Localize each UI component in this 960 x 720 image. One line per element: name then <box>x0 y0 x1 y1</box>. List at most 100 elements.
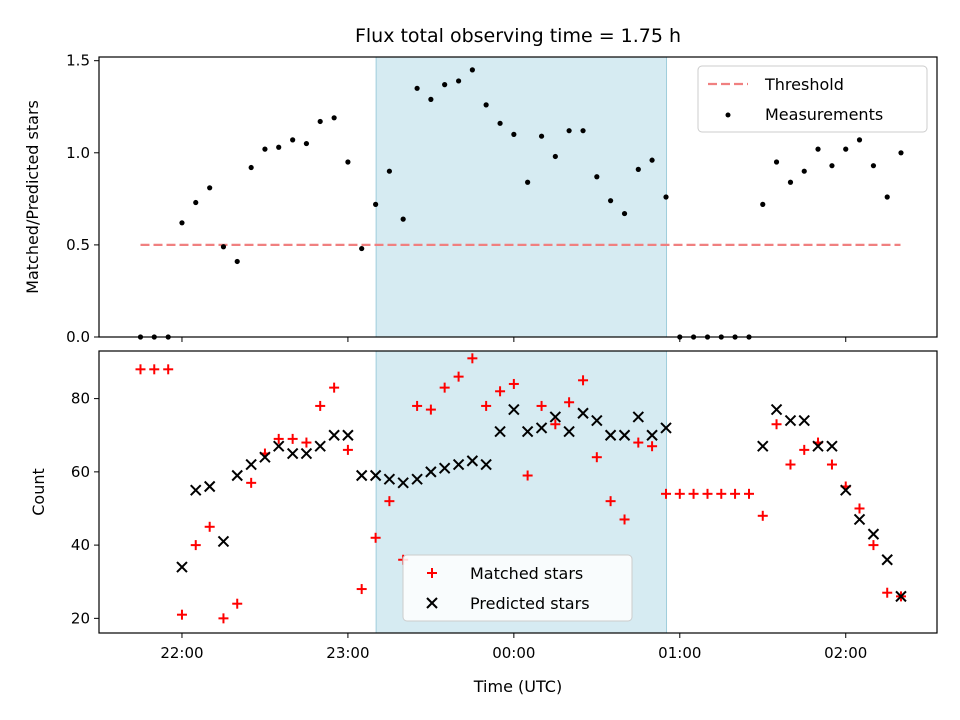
matched-star-point <box>315 400 326 411</box>
count-y-tick-label: 60 <box>71 463 90 481</box>
matched-star-point <box>149 364 160 375</box>
measurement-point <box>400 216 406 222</box>
predicted-star-point <box>757 440 769 452</box>
matched-star-point <box>246 477 257 488</box>
predicted-star-point <box>273 440 285 452</box>
count-y-tick-label: 80 <box>71 390 90 408</box>
ratio-legend-box <box>697 65 928 133</box>
predicted-star-point <box>355 469 368 482</box>
matched-star-point <box>218 613 229 624</box>
measurement-point <box>649 157 655 163</box>
matched-star-point <box>467 353 478 364</box>
predicted-star-point <box>632 411 645 423</box>
measurement-point <box>580 128 586 134</box>
predicted-star-point <box>231 469 243 482</box>
count-y-axis-label: Count <box>29 468 48 516</box>
predicted-star-point <box>203 480 216 493</box>
measurement-point <box>552 153 558 160</box>
count-points <box>135 353 907 624</box>
measurement-point <box>207 185 213 191</box>
matched-star-point <box>578 375 589 386</box>
count-y-tick-label: 20 <box>71 609 90 627</box>
matched-star-point <box>329 382 340 393</box>
measurement-point <box>373 201 379 207</box>
matched-star-point <box>868 540 879 551</box>
predicted-star-point <box>259 451 271 463</box>
predicted-star-point <box>286 447 299 460</box>
ratio-y-axis-label: Matched/Predicted stars <box>23 100 42 294</box>
measurement-point <box>455 78 462 84</box>
matched-star-point <box>785 459 796 470</box>
predicted-star-point <box>660 422 672 434</box>
matched-star-point <box>287 433 298 444</box>
matched-star-point <box>176 609 187 620</box>
matched-star-point <box>481 400 492 411</box>
predicted-star-point <box>425 466 437 478</box>
predicted-legend-swatch <box>426 597 438 609</box>
measurement-point <box>663 194 669 200</box>
ratio-y-axis: 0.0 0.5 1.0 1.5 <box>66 52 99 346</box>
matched-star-point <box>605 496 616 507</box>
time-x-axis-label: Time (UTC) <box>473 677 562 696</box>
observing-window-shade <box>375 56 668 338</box>
matched-star-point <box>536 400 547 411</box>
measurement-point <box>248 164 254 171</box>
matched-star-point <box>204 521 215 532</box>
count-panel: 20 40 60 80 22:00 23:00 00:00 01:00 02:00 Count… <box>29 350 938 696</box>
measurement-point <box>870 163 877 169</box>
measurement-point <box>511 131 517 137</box>
matched-star-point <box>771 419 782 430</box>
predicted-legend-label: Predicted stars <box>470 594 590 613</box>
measurements-legend-label: Measurements <box>765 105 883 124</box>
predicted-star-point <box>895 590 907 603</box>
count-plot-frame <box>98 350 938 634</box>
measurement-point <box>773 159 780 165</box>
measurement-point <box>525 179 531 185</box>
ratio-legend: Threshold Measurements <box>697 65 928 133</box>
ratio-plot-frame <box>98 56 938 338</box>
predicted-star-point <box>411 473 423 485</box>
matched-star-point <box>730 488 741 499</box>
measurement-point <box>538 133 545 139</box>
measurement-point <box>815 146 821 152</box>
matched-star-point <box>508 378 519 389</box>
predicted-star-point <box>563 425 575 438</box>
measurement-point <box>262 146 268 152</box>
matched-star-point <box>342 444 353 455</box>
measurement-point <box>635 166 641 172</box>
matched-star-point <box>619 514 630 525</box>
predicted-star-point <box>784 414 797 427</box>
predicted-star-point <box>798 414 810 427</box>
predicted-star-point <box>245 458 257 471</box>
matched-star-point <box>370 532 381 543</box>
measurement-point <box>359 245 365 252</box>
predicted-star-point <box>521 425 534 438</box>
measurement-point <box>290 137 296 143</box>
matched-star-point <box>661 488 672 499</box>
predicted-star-point <box>840 484 852 496</box>
matched-star-point <box>799 444 810 455</box>
measurement-point <box>898 150 904 156</box>
matched-star-point <box>757 510 768 521</box>
matched-legend-swatch <box>427 568 437 578</box>
predicted-star-point <box>452 458 465 471</box>
measurement-point <box>621 210 628 217</box>
predicted-star-point <box>217 535 230 548</box>
measurement-point <box>442 82 448 88</box>
time-x-axis: 22:00 23:00 00:00 01:00 02:00 <box>160 633 867 662</box>
matched-legend-label: Matched stars <box>470 564 583 583</box>
predicted-star-point <box>577 407 589 419</box>
measurement-point <box>193 199 199 206</box>
measurement-point <box>386 168 392 174</box>
predicted-star-point <box>314 440 326 452</box>
threshold-legend-label: Threshold <box>764 75 844 94</box>
matched-star-point <box>854 503 865 514</box>
count-legend-box <box>402 554 633 622</box>
measurement-point <box>428 96 434 102</box>
chart-title: Flux total observing time = 1.75 h <box>355 25 681 47</box>
time-x-tick-label: 02:00 <box>824 644 867 662</box>
predicted-star-point <box>369 469 382 482</box>
time-x-tick-label: 00:00 <box>492 644 535 662</box>
matched-star-point <box>425 404 436 415</box>
matched-star-point <box>674 488 685 499</box>
